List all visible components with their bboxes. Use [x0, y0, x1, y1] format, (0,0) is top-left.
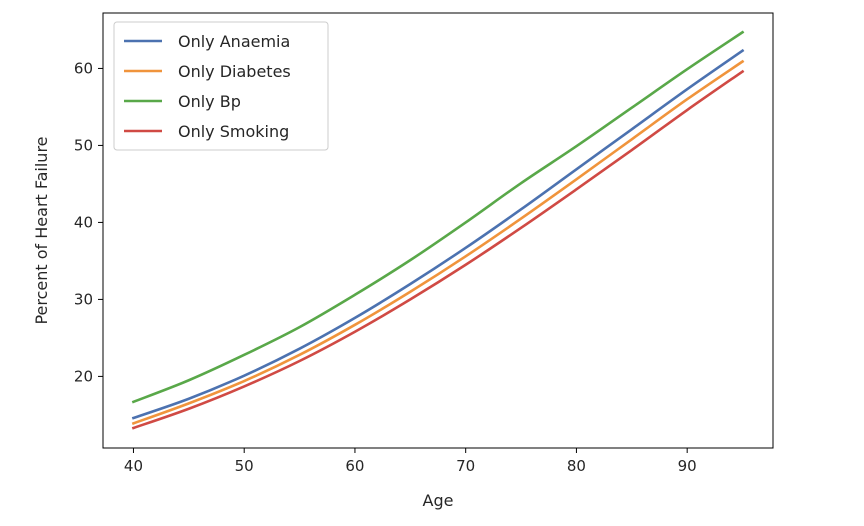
series-line-only-bp — [131, 30, 745, 404]
legend-label-only-anaemia: Only Anaemia — [178, 32, 290, 51]
y-tick-label: 40 — [74, 213, 93, 231]
legend-label-only-smoking: Only Smoking — [178, 122, 289, 141]
y-tick-label: 60 — [74, 59, 93, 77]
x-tick-label: 70 — [456, 457, 475, 475]
legend: Only Anaemia Only Diabetes Only Bp Only Smo… — [113, 21, 329, 151]
x-tick-label: 80 — [567, 457, 586, 475]
x-axis-label: Age — [423, 491, 454, 510]
y-tick-label: 50 — [74, 136, 93, 154]
y-axis-label: Percent of Heart Failure — [32, 136, 51, 324]
series-line-only-smoking — [131, 69, 745, 430]
legend-label-only-diabetes: Only Diabetes — [178, 62, 291, 81]
x-tick-label: 50 — [235, 457, 254, 475]
series-line-only-diabetes — [131, 59, 745, 426]
y-axis-ticks: 20 30 40 50 60 — [74, 59, 103, 385]
x-tick-label: 90 — [678, 457, 697, 475]
plot-frame — [102, 12, 774, 449]
x-tick-label: 40 — [124, 457, 143, 475]
legend-frame — [113, 21, 329, 151]
x-tick-label: 60 — [345, 457, 364, 475]
legend-label-only-bp: Only Bp — [178, 92, 241, 111]
y-tick-label: 30 — [74, 290, 93, 308]
series-line-only-anaemia — [131, 48, 745, 420]
y-tick-label: 20 — [74, 367, 93, 385]
series-lines — [131, 30, 745, 430]
x-axis-ticks: 40 50 60 70 80 90 — [124, 448, 697, 475]
